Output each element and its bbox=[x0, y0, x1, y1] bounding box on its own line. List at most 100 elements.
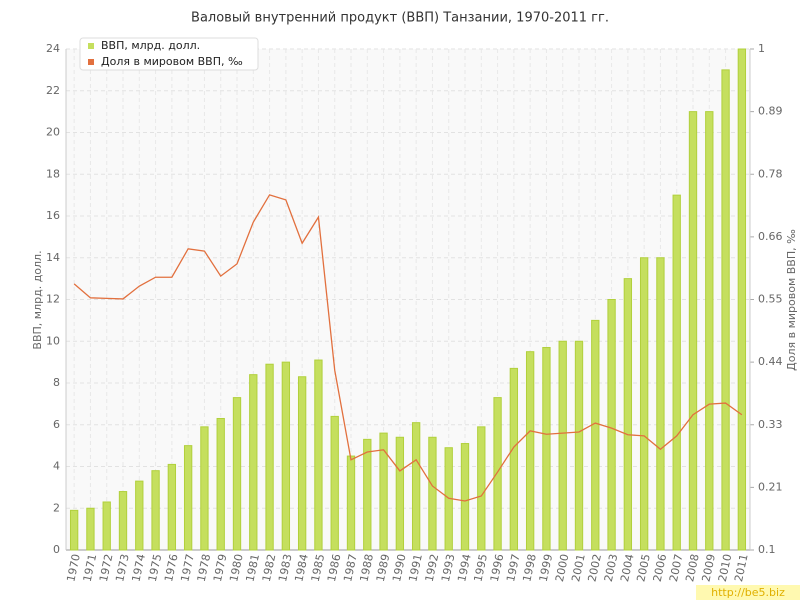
bar bbox=[379, 432, 388, 551]
x-tick-label: 1992 bbox=[423, 553, 442, 583]
x-tick-label: 1999 bbox=[537, 553, 556, 583]
x-tick-label: 1988 bbox=[358, 553, 377, 583]
x-tick-label: 1998 bbox=[520, 553, 539, 583]
y-tick-label: 8 bbox=[53, 376, 60, 389]
x-tick-label: 1995 bbox=[472, 553, 491, 583]
bar bbox=[395, 436, 405, 551]
x-tick-label: 1993 bbox=[439, 553, 458, 583]
bar bbox=[69, 509, 79, 551]
y2-tick-label: 0.55 bbox=[758, 293, 783, 306]
bar bbox=[737, 48, 747, 551]
bar bbox=[232, 397, 242, 551]
x-tick-label: 2005 bbox=[634, 553, 653, 583]
x-tick-label: 1990 bbox=[390, 553, 409, 583]
x-tick-label: 1970 bbox=[64, 553, 83, 583]
y-tick-label: 10 bbox=[46, 334, 60, 347]
bar bbox=[118, 491, 128, 551]
y2-tick-label: 0.33 bbox=[758, 418, 783, 431]
bar bbox=[623, 278, 633, 551]
x-tick-label: 1974 bbox=[130, 553, 149, 583]
bar bbox=[542, 347, 551, 551]
bar bbox=[525, 351, 535, 551]
x-tick-label: 1989 bbox=[374, 553, 393, 583]
bar bbox=[428, 436, 437, 551]
x-tick-label: 1994 bbox=[455, 553, 474, 583]
bar bbox=[216, 417, 225, 551]
y2-tick-label: 0.1 bbox=[758, 543, 776, 556]
y2-axis-label: Доля в мировом ВВП, ‰ bbox=[785, 229, 798, 371]
x-tick-label: 1982 bbox=[260, 553, 279, 583]
y2-tick-label: 0.89 bbox=[758, 105, 783, 118]
x-tick-label: 1984 bbox=[292, 553, 311, 583]
bar bbox=[607, 299, 616, 551]
watermark: http://be5.biz bbox=[711, 586, 785, 599]
x-tick-label: 1997 bbox=[504, 553, 523, 583]
x-tick-label: 1987 bbox=[341, 553, 360, 583]
bar bbox=[639, 257, 649, 551]
bar bbox=[672, 194, 681, 551]
bar bbox=[330, 415, 339, 551]
bar bbox=[591, 319, 600, 551]
bar bbox=[151, 470, 160, 551]
bar bbox=[297, 376, 307, 551]
bar bbox=[346, 455, 356, 551]
y-tick-label: 20 bbox=[46, 126, 60, 139]
x-tick-label: 1981 bbox=[244, 553, 263, 583]
legend-label: ВВП, млрд. долл. bbox=[101, 39, 200, 52]
bar bbox=[363, 438, 372, 551]
bar bbox=[200, 426, 209, 551]
chart-title: Валовый внутренний продукт (ВВП) Танзани… bbox=[191, 11, 609, 26]
y2-tick-label: 0.21 bbox=[758, 480, 783, 493]
bar bbox=[558, 340, 567, 551]
x-tick-label: 1972 bbox=[97, 553, 116, 583]
x-tick-label: 2011 bbox=[732, 553, 751, 583]
x-tick-label: 2003 bbox=[602, 553, 621, 583]
y2-tick-label: 0.44 bbox=[758, 355, 783, 368]
bar bbox=[249, 374, 258, 551]
bar bbox=[86, 507, 95, 551]
x-tick-label: 1985 bbox=[309, 553, 328, 583]
bar bbox=[281, 361, 291, 551]
bar bbox=[314, 359, 323, 551]
bar bbox=[705, 111, 714, 551]
y-tick-label: 24 bbox=[46, 42, 60, 55]
x-tick-label: 2001 bbox=[569, 553, 588, 583]
x-tick-label: 2004 bbox=[618, 553, 637, 583]
x-tick-label: 1996 bbox=[488, 553, 507, 583]
bar bbox=[102, 501, 111, 551]
watermark-bg bbox=[696, 585, 800, 600]
legend-box bbox=[79, 37, 259, 71]
x-tick-label: 1977 bbox=[178, 553, 197, 583]
x-tick-label: 1980 bbox=[227, 553, 246, 583]
bar bbox=[509, 367, 519, 551]
y2-tick-label: 1 bbox=[758, 42, 765, 55]
y-tick-label: 22 bbox=[46, 84, 60, 97]
legend-label: Доля в мировом ВВП, ‰ bbox=[101, 55, 243, 68]
x-tick-label: 1983 bbox=[276, 553, 295, 583]
bar bbox=[721, 69, 730, 551]
x-tick-label: 1978 bbox=[195, 553, 214, 583]
y-tick-label: 16 bbox=[46, 209, 60, 222]
legend: ВВП, млрд. долл. Доля в мировом ВВП, ‰ bbox=[79, 37, 259, 71]
x-tick-label: 1975 bbox=[146, 553, 165, 583]
bar bbox=[493, 397, 502, 551]
x-tick-label: 1973 bbox=[113, 553, 132, 583]
y-tick-label: 6 bbox=[53, 418, 60, 431]
x-tick-label: 1976 bbox=[162, 553, 181, 583]
x-tick-label: 2009 bbox=[700, 553, 719, 583]
x-tick-label: 1979 bbox=[211, 553, 230, 583]
line bbox=[73, 194, 743, 502]
x-tick-label: 2008 bbox=[683, 553, 702, 583]
y-tick-label: 12 bbox=[46, 293, 60, 306]
bar bbox=[688, 111, 698, 551]
y-tick-label: 4 bbox=[53, 460, 60, 473]
x-tick-label: 1971 bbox=[81, 553, 100, 583]
bar bbox=[460, 443, 470, 551]
x-tick-label: 1986 bbox=[325, 553, 344, 583]
x-tick-label: 2002 bbox=[586, 553, 605, 583]
bar bbox=[167, 463, 177, 551]
bar bbox=[656, 257, 665, 551]
y2-tick-label: 0.66 bbox=[758, 230, 783, 243]
bar bbox=[411, 422, 421, 551]
